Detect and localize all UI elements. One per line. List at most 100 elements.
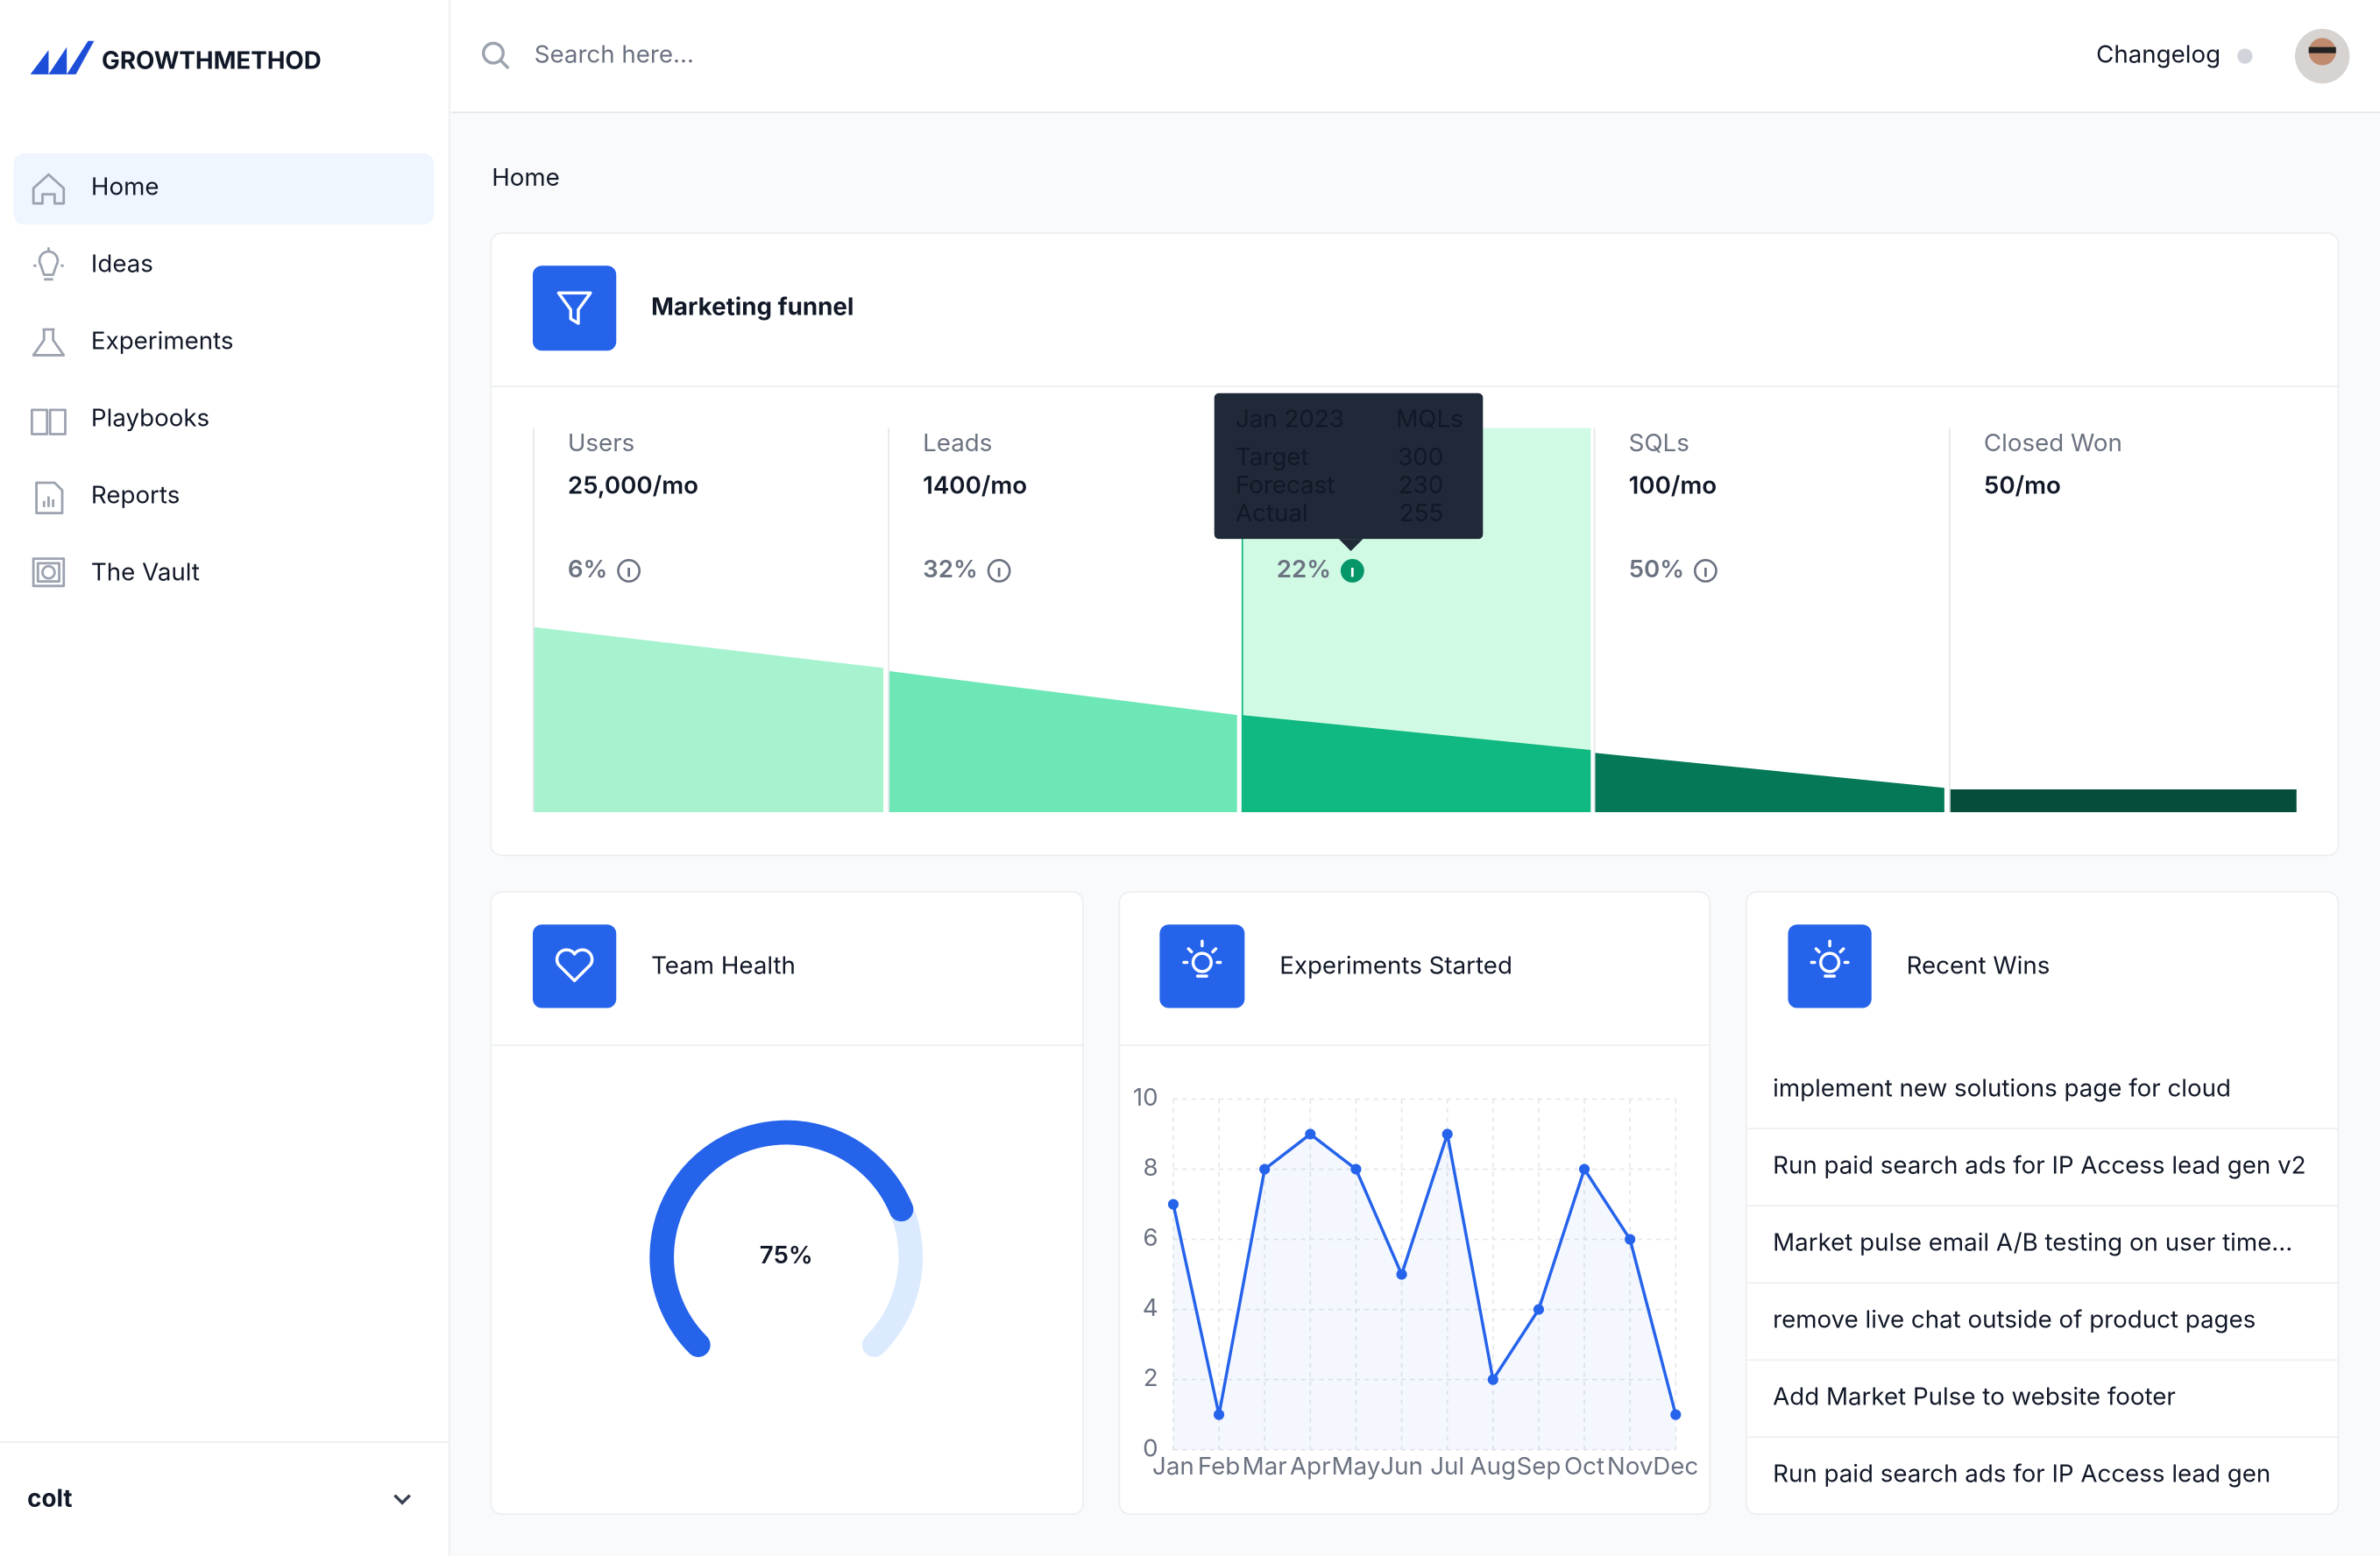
bulb-rays xyxy=(1182,939,1222,978)
stage-label: SQLs xyxy=(1629,428,1689,457)
bulb-glyph xyxy=(1818,951,1841,973)
tooltip: Jan 2023 MQLs Target 300 Forecast 230 Actual… xyxy=(1214,393,1484,551)
workspace-chevron[interactable] xyxy=(393,1494,411,1505)
nav-item[interactable]: The Vault xyxy=(91,557,200,587)
nav-item[interactable]: Experiments xyxy=(91,325,234,355)
win-item[interactable]: Market pulse email A/B testing on user t… xyxy=(1773,1227,2292,1257)
stage-rate: 22% xyxy=(1277,554,1331,584)
y-tick-label: 8 xyxy=(1143,1152,1158,1182)
info-icon[interactable] xyxy=(1693,559,1718,583)
stage-label: Closed Won xyxy=(1984,428,2122,457)
x-tick-label: Sep xyxy=(1516,1451,1561,1481)
bulb-rays xyxy=(1810,939,1850,978)
tooltip-value: 255 xyxy=(1399,498,1444,527)
point xyxy=(1214,1409,1225,1420)
x-tick-label: Aug xyxy=(1470,1451,1516,1481)
x-tick-label: Jul xyxy=(1430,1451,1464,1481)
funnel-title: Marketing funnel xyxy=(651,291,854,321)
stage-value: 25,000/mo xyxy=(568,470,698,500)
card-icon xyxy=(1788,924,1872,1008)
win-item[interactable]: implement new solutions page for cloud xyxy=(1773,1073,2231,1103)
x-tick-label: Feb xyxy=(1198,1451,1240,1481)
card-title: Recent Wins xyxy=(1907,950,2051,980)
point xyxy=(1625,1234,1636,1245)
funnel-segment xyxy=(1595,753,1944,812)
tooltip-bg xyxy=(1214,393,1484,540)
win-item[interactable]: Run paid search ads for IP Access lead g… xyxy=(1773,1150,2306,1180)
line xyxy=(1172,1132,1677,1416)
nav-icon xyxy=(30,408,67,435)
nav-active-bg xyxy=(13,153,435,225)
funnel-segment xyxy=(532,626,884,812)
heart-glyph xyxy=(555,948,594,983)
changelog-link[interactable]: Changelog xyxy=(2096,39,2221,69)
gauge-value xyxy=(649,1120,914,1357)
funnel-icon xyxy=(532,265,617,351)
nav-item[interactable]: Reports xyxy=(91,479,180,509)
x-tick-label: Nov xyxy=(1607,1451,1654,1481)
card-bg xyxy=(1745,891,2340,1516)
x-tick-label: Jun xyxy=(1380,1451,1423,1481)
x-tick-label: Dec xyxy=(1653,1451,1698,1481)
stage-rate: 32% xyxy=(923,554,978,584)
tooltip-metric: MQLs xyxy=(1396,404,1463,434)
search-input[interactable]: Search here... xyxy=(535,39,694,69)
area xyxy=(1172,1134,1676,1450)
win-item[interactable]: Run paid search ads for IP Access lead g… xyxy=(1773,1459,2270,1489)
card-title: Team Health xyxy=(651,950,796,980)
nav-icon xyxy=(32,173,66,205)
x-tick-label: Mar xyxy=(1243,1451,1287,1481)
point xyxy=(1670,1409,1682,1420)
stage-value: 100/mo xyxy=(1629,470,1718,500)
logo-text: GROWTHMETHOD xyxy=(102,46,322,75)
sidebar xyxy=(0,0,450,1556)
stage-label: Leads xyxy=(923,428,992,457)
tooltip-period: Jan 2023 xyxy=(1236,404,1344,434)
y-tick-label: 10 xyxy=(1133,1082,1158,1112)
avatar-glasses xyxy=(2308,46,2336,53)
nav-item[interactable]: Ideas xyxy=(91,248,153,278)
stage-label: Users xyxy=(568,428,634,457)
logo[interactable]: GROWTHMETHOD xyxy=(30,40,322,75)
y-tick-label: 0 xyxy=(1143,1432,1158,1462)
tooltip-value: 300 xyxy=(1398,442,1443,471)
logo-mark xyxy=(30,40,95,74)
point xyxy=(1396,1269,1407,1280)
experiments-card: Experiments Started xyxy=(1118,891,1711,1516)
avatar[interactable] xyxy=(2295,28,2350,84)
card-bg xyxy=(1118,891,1711,1516)
charts: 75% 0 2 4 6 8 10 Jan Feb Mar Apr May Jun Jul Aug Sep Oct… xyxy=(649,1082,1698,1481)
workspace-logo[interactable]: colt xyxy=(27,1482,72,1512)
funnel-segment xyxy=(1949,789,2297,812)
win-item[interactable]: remove live chat outside of product page… xyxy=(1773,1305,2256,1334)
x-tick-label: May xyxy=(1332,1451,1381,1481)
page-title: Home xyxy=(492,162,560,192)
x-tick-label: Oct xyxy=(1564,1451,1604,1481)
nav-icon xyxy=(32,557,66,588)
funnel-glyph xyxy=(556,291,592,325)
info-icon[interactable] xyxy=(987,559,1011,583)
x-tick-label: Jan xyxy=(1152,1451,1194,1481)
stage-value: 50/mo xyxy=(1984,470,2061,500)
stage-rate: 6% xyxy=(568,554,608,584)
nav: Home Ideas Experiments Playbooks Reports The … xyxy=(30,171,234,588)
tooltip-rows: Target 300 Forecast 230 Actual 255 xyxy=(1236,442,1443,527)
search-icon-handle xyxy=(499,60,510,70)
card-icon xyxy=(1159,924,1245,1008)
bulb-glyph xyxy=(1191,951,1213,973)
nav-item[interactable]: Playbooks xyxy=(91,402,209,432)
win-item[interactable]: Add Market Pulse to website footer xyxy=(1773,1382,2176,1411)
card-title: Experiments Started xyxy=(1279,950,1512,980)
funnel-segment xyxy=(888,670,1237,812)
search-icon xyxy=(481,41,505,65)
nav-item[interactable]: Home xyxy=(91,171,159,201)
wins-list: implement new solutions page for cloud Ru… xyxy=(1746,1073,2338,1489)
info-icon[interactable] xyxy=(617,559,641,583)
point xyxy=(1487,1374,1498,1385)
card-icon xyxy=(532,924,617,1008)
nav-icon xyxy=(32,328,66,357)
point xyxy=(1305,1128,1316,1140)
nav-icon xyxy=(35,481,64,515)
y-tick-label: 2 xyxy=(1144,1362,1158,1392)
